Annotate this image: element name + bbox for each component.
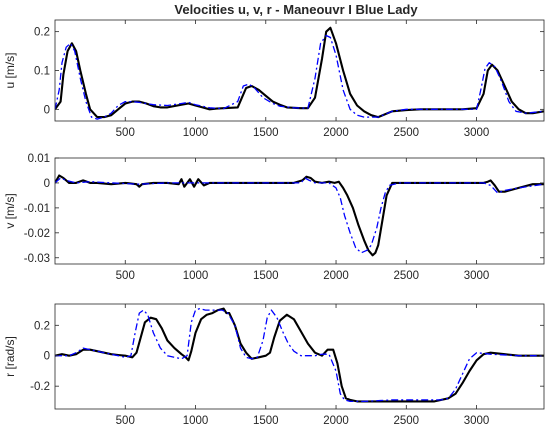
subplot-1: 500 1000 1500 2000 2500 3000 0 0.1 0.2 u [m/s] xyxy=(3,19,545,139)
y-axis-label: v [m/s] xyxy=(3,193,17,228)
x-tick-label: 2000 xyxy=(323,415,349,427)
axes-box xyxy=(54,157,545,265)
x-tick-label: 2500 xyxy=(393,415,419,427)
axes-box xyxy=(54,303,545,410)
y-tick-label: 0.01 xyxy=(28,153,50,165)
model-line xyxy=(55,34,544,120)
y-tick-label: 0.2 xyxy=(34,27,50,39)
x-tick-label: 1000 xyxy=(183,270,209,282)
model-line xyxy=(55,177,544,254)
y-tick-label: -0.03 xyxy=(24,253,50,265)
y-tick-label: 0 xyxy=(44,104,50,116)
x-tick-label: 1500 xyxy=(253,415,279,427)
model-line xyxy=(55,307,544,403)
axes-box xyxy=(54,19,545,122)
x-tick-label: 500 xyxy=(116,270,135,282)
subplot-2: 500 1000 1500 2000 2500 3000 -0.03 -0.02 -0.01 0 0… xyxy=(3,153,545,282)
figure-title: Velocities u, v, r - Maneouvr I Blue Lad… xyxy=(174,2,418,17)
x-tick-label: 2000 xyxy=(323,127,349,139)
x-tick-label: 3000 xyxy=(464,127,490,139)
measured-line xyxy=(55,307,544,403)
x-tick-label: 3000 xyxy=(464,270,490,282)
y-axis-label: r [rad/s] xyxy=(3,336,17,377)
y-tick-label: -0.02 xyxy=(24,228,50,240)
x-tick-label: 2500 xyxy=(393,127,419,139)
y-tick-label: 0.2 xyxy=(34,320,50,332)
x-tick-label: 2500 xyxy=(393,270,419,282)
x-tick-label: 1000 xyxy=(183,415,209,427)
y-tick-label: 0 xyxy=(44,351,50,363)
y-tick-label: 0.1 xyxy=(34,66,50,78)
subplot-3: 500 1000 1500 2000 2500 3000 -0.2 0 0.2 r [rad/s] xyxy=(3,303,545,427)
y-axis-label: u [m/s] xyxy=(3,52,17,88)
x-tick-label: 2000 xyxy=(323,270,349,282)
x-tick-label: 500 xyxy=(116,415,135,427)
x-tick-label: 3000 xyxy=(464,415,490,427)
x-tick-label: 500 xyxy=(116,127,135,139)
y-tick-label: 0 xyxy=(44,178,50,190)
y-tick-label: -0.2 xyxy=(30,381,50,393)
measured-line xyxy=(55,174,544,257)
y-tick-label: -0.01 xyxy=(24,203,50,215)
x-tick-label: 1500 xyxy=(253,127,279,139)
x-tick-label: 1000 xyxy=(183,127,209,139)
measured-line xyxy=(55,26,544,119)
x-tick-label: 1500 xyxy=(253,270,279,282)
